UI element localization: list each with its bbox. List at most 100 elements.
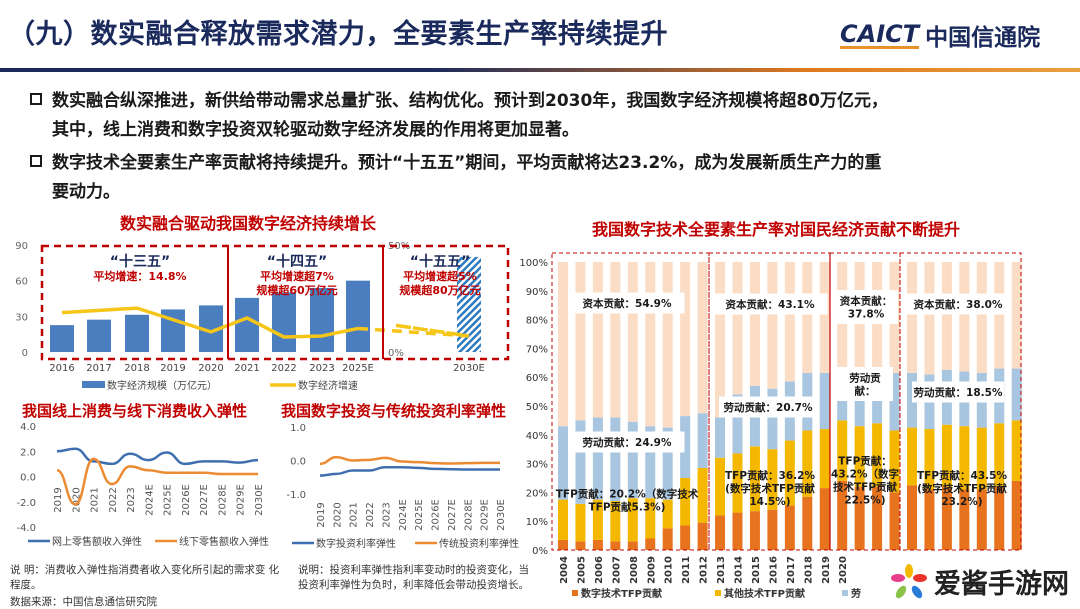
bar-segment xyxy=(767,262,777,389)
bullet-1: 数实融合纵深推进，新供给带动需求总量扩张、结构优化。预计到2030年，我国数字经… xyxy=(30,86,888,111)
bar-segment xyxy=(663,262,673,428)
bar-scale-2021 xyxy=(235,298,259,352)
bar-segment xyxy=(610,262,620,418)
label-tfp: TFP贡献： xyxy=(838,455,892,468)
bar-scale-2017 xyxy=(87,320,111,352)
period-annotation: 平均增速超7% xyxy=(260,269,334,283)
bar-segment xyxy=(575,541,585,550)
period-label: “十四五” xyxy=(267,253,327,270)
bar-segment xyxy=(628,262,638,422)
x-tick-label: 2023 xyxy=(309,363,334,374)
legend-label: 传统投资利率弹性 xyxy=(439,537,519,550)
bullet-1-line1: 数实融合纵深推进，新供给带动需求总量扩张、结构优化。预计到2030年，我国数字经… xyxy=(52,91,888,111)
note-left-2: 程度。 xyxy=(10,577,42,592)
y-tick-label: 50% xyxy=(526,402,548,413)
bar-segment xyxy=(802,497,812,550)
bar-segment xyxy=(680,526,690,550)
bar-segment xyxy=(1012,481,1022,550)
bar-segment xyxy=(924,490,934,550)
header-divider xyxy=(0,68,1080,72)
bar-segment xyxy=(680,478,690,526)
label-labor: 劳动贡献：24.9% xyxy=(583,436,672,449)
label-tfp: TFP贡献：36.2% xyxy=(725,469,815,482)
logo-cn: 中国信通院 xyxy=(925,18,1040,52)
label-capital: 资本贡献：38.0% xyxy=(914,298,1003,311)
y-tick-label: 60% xyxy=(526,373,548,384)
x-tick-label: 2024E xyxy=(398,499,409,531)
label-tfp: 14.5%) xyxy=(749,496,790,508)
x-tick-label: 2009 xyxy=(646,556,657,584)
label-tfp: 22.5%) xyxy=(844,495,885,507)
growth-line-forecast xyxy=(358,325,469,336)
y-tick-label: 1.0 xyxy=(290,423,306,434)
bar-segment xyxy=(994,487,1004,550)
y-tick-label: 30% xyxy=(526,460,548,471)
x-tick-label: 2025E xyxy=(342,363,374,374)
legend-swatch xyxy=(715,590,721,596)
legend-label: 数字投资利率弹性 xyxy=(316,537,396,550)
x-tick-label: 2017 xyxy=(786,556,797,584)
label-labor: 献： xyxy=(855,385,876,398)
period-label: “十三五” xyxy=(110,253,170,270)
period-label: “十五五” xyxy=(410,253,470,270)
period-annotation: 规模超80万亿元 xyxy=(399,283,480,297)
bar-segment xyxy=(558,262,568,426)
y-tick-label: 70% xyxy=(526,344,548,355)
note-left-1: 说 明：消费收入弹性指消费者收入变化所引起的需求变 化 xyxy=(10,562,279,577)
label-tfp: TFP贡献：43.5% xyxy=(917,469,1007,482)
bar-segment xyxy=(820,373,830,429)
y-tick-label: 10% xyxy=(526,517,548,528)
bar-segment xyxy=(1012,262,1022,369)
bar-segment xyxy=(698,262,708,413)
x-tick-label: 2018 xyxy=(124,363,149,374)
x-tick-label: 2021 xyxy=(349,502,360,527)
x-tick-label: 2013 xyxy=(716,556,727,584)
y-tick-label: 30 xyxy=(15,312,28,323)
x-tick-label: 2030E xyxy=(254,484,265,516)
flower-icon xyxy=(890,563,928,601)
square-bullet-icon xyxy=(30,93,42,105)
bar-segment xyxy=(977,262,987,373)
bar-segment xyxy=(1012,420,1022,480)
label-tfp: (数字技术TFP贡献 xyxy=(917,482,1007,495)
bar-segment xyxy=(715,418,725,458)
x-tick-label: 2010 xyxy=(664,556,675,584)
x-tick-label: 2018 xyxy=(803,556,814,584)
period-annotation: 规模超60万亿元 xyxy=(256,283,337,297)
y-tick-label: 0% xyxy=(532,546,548,557)
bar-segment xyxy=(767,510,777,550)
label-labor: 劳动贡 xyxy=(849,372,881,385)
bar-segment xyxy=(994,262,1004,369)
bar-segment xyxy=(593,540,603,550)
legend-swatch xyxy=(842,590,848,596)
legend-label: 数字技术TFP贡献 xyxy=(581,587,662,600)
x-tick-label: 2016 xyxy=(49,363,74,374)
x-tick-label: 2004 xyxy=(559,556,570,584)
bar-segment xyxy=(733,513,743,550)
x-tick-label: 2005 xyxy=(576,556,587,584)
label-tfp: 23.2%) xyxy=(941,496,982,508)
bar-segment xyxy=(645,262,655,426)
bullet-2-line1: 数字技术全要素生产率贡献将持续提升。预计“十五五”期间，平均贡献将达23.2%，… xyxy=(52,153,881,173)
x-tick-label: 2019 xyxy=(316,502,327,527)
legend-swatch-scale xyxy=(82,381,105,388)
x-tick-label: 2020 xyxy=(838,556,849,584)
y-tick-label: -4.0 xyxy=(16,523,36,534)
x-tick-label: 2026E xyxy=(181,484,192,516)
bar-segment xyxy=(558,540,568,550)
x-tick-label: 2017 xyxy=(86,363,111,374)
bullet-2-line2: 要动力。 xyxy=(52,177,120,202)
note-right-1: 说明：投资利率弹性指利率变动时的投资变化，当 xyxy=(298,562,529,577)
x-tick-label: 2027E xyxy=(447,499,458,531)
label-tfp: 43.2%（数字 xyxy=(831,468,899,481)
label-tfp: TFP贡献：20.2%（数字技术 xyxy=(556,488,699,501)
legend-label: 其他技术TFP贡献 xyxy=(724,587,805,600)
bar-segment xyxy=(628,541,638,550)
x-tick-label: 2029E xyxy=(480,499,491,531)
legend-label: 线下零售额收入弹性 xyxy=(179,535,269,548)
watermark-text: 爱酱手游网 xyxy=(934,562,1069,601)
bar-segment xyxy=(698,523,708,550)
label-tfp: TFP贡献5.3%) xyxy=(589,501,666,514)
bar-segment xyxy=(785,505,795,550)
